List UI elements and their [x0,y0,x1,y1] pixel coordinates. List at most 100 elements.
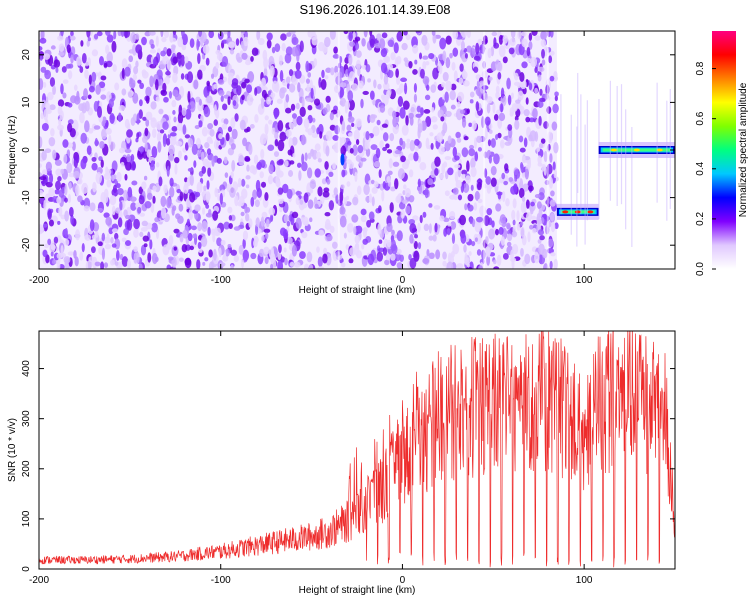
noise-speck [447,135,452,144]
noise-speck [189,38,195,48]
noise-speck [515,99,521,104]
noise-speck [526,212,533,222]
noise-speck [197,52,201,65]
noise-speck [536,201,542,209]
noise-speck [507,124,513,131]
noise-speck [326,234,333,242]
noise-speck [245,60,251,66]
noise-speck [459,109,466,115]
noise-speck [91,156,97,162]
noise-speck [44,148,52,154]
noise-speck [425,137,430,150]
noise-speck [410,106,415,113]
noise-speck [520,221,524,226]
noise-speck [352,31,356,41]
noise-speck [93,33,99,40]
noise-speck [180,54,185,67]
noise-speck [209,128,215,137]
noise-speck [225,132,230,142]
noise-speck [423,223,430,232]
noise-speck [341,169,346,178]
noise-speck [164,76,170,85]
noise-speck [203,106,211,118]
noise-speck [425,115,432,127]
noise-speck [490,177,497,187]
noise-speck [121,256,129,268]
noise-speck [289,160,295,165]
noise-speck [81,182,89,194]
noise-speck [61,66,67,73]
noise-speck [191,225,197,231]
noise-speck [53,59,61,68]
noise-speck [495,228,499,236]
noise-speck [237,177,242,187]
noise-speck [484,116,491,126]
noise-speck [150,101,157,110]
noise-speck [68,206,74,217]
noise-speck [441,82,446,88]
noise-speck [539,235,545,241]
noise-speck [127,122,131,132]
noise-speck [417,242,422,250]
noise-speck [409,257,417,269]
noise-speck [245,206,251,213]
noise-speck [86,40,90,47]
noise-speck [51,259,57,265]
noise-speck [175,213,181,220]
noise-speck [439,37,447,50]
noise-speck [525,97,529,105]
noise-speck [514,119,520,130]
noise-speck [427,178,434,186]
noise-speck [437,60,441,72]
noise-speck [167,256,174,261]
noise-speck [198,98,202,106]
noise-speck [550,190,555,197]
noise-speck [521,61,528,69]
noise-speck [347,90,354,102]
noise-speck [382,146,387,152]
noise-speck [166,242,173,250]
noise-speck [39,176,47,181]
noise-speck [442,71,449,82]
noise-speck [516,210,520,221]
noise-speck [486,103,491,114]
noise-speck [40,112,44,120]
noise-speck [317,186,323,197]
noise-speck [43,82,47,88]
noise-speck [454,164,461,169]
noise-speck [391,229,395,236]
noise-speck [424,94,431,101]
noise-speck [63,256,71,264]
noise-speck [286,236,293,244]
noise-speck [360,157,367,162]
noise-speck [360,208,367,216]
noise-speck [465,175,471,184]
noise-speck [381,190,385,202]
noise-speck [97,241,103,247]
noise-speck [200,236,208,248]
noise-speck [263,67,268,79]
noise-speck [522,154,526,163]
noise-speck [263,246,270,255]
noise-speck [184,142,189,151]
noise-speck [511,209,516,221]
noise-speck [64,210,69,222]
noise-speck [215,227,221,236]
noise-speck [549,213,555,222]
noise-speck [470,166,477,178]
noise-speck [88,128,94,134]
noise-speck [486,246,491,258]
noise-speck [277,251,282,261]
x-tick-label: -100 [211,275,231,286]
noise-speck [414,146,419,151]
noise-speck [273,108,279,120]
noise-speck [471,120,477,131]
noise-speck [208,208,212,216]
noise-speck [303,192,309,203]
noise-speck [390,52,396,61]
noise-speck [351,83,358,92]
noise-speck [68,182,72,190]
noise-speck [189,245,195,251]
noise-speck [273,151,280,157]
